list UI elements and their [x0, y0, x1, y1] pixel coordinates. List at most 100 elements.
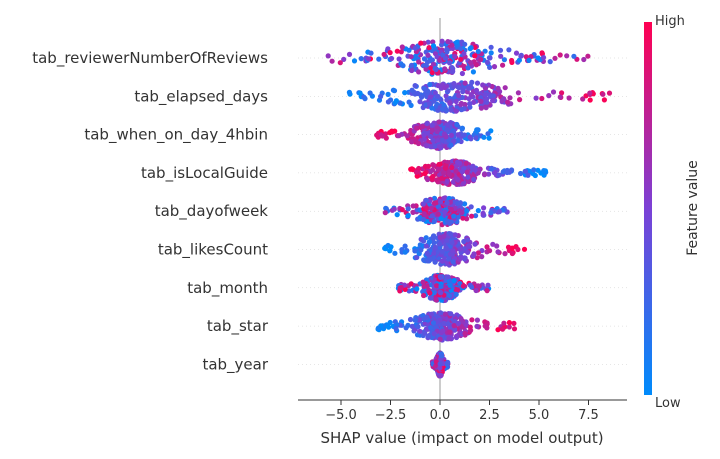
shap-point — [409, 62, 415, 68]
shap-point — [448, 132, 455, 138]
shap-point — [387, 130, 393, 136]
shap-point — [416, 59, 422, 65]
shap-point — [441, 320, 447, 326]
shap-point — [504, 99, 511, 105]
shap-point — [424, 205, 430, 211]
shap-point — [455, 320, 461, 326]
shap-point — [381, 51, 387, 58]
shap-point — [467, 46, 473, 52]
shap-point — [458, 100, 464, 107]
shap-point — [441, 102, 447, 108]
shap-point — [437, 336, 443, 342]
shap-point — [462, 41, 468, 47]
shap-point — [427, 94, 433, 100]
shap-point — [501, 57, 507, 63]
shap-points — [325, 38, 613, 379]
shap-point — [425, 88, 431, 94]
shap-point — [550, 89, 557, 95]
shap-point — [581, 56, 587, 63]
shap-point — [444, 178, 450, 184]
shap-point — [459, 70, 465, 77]
shap-point — [456, 85, 462, 91]
shap-point — [488, 50, 494, 56]
shap-point — [499, 98, 505, 104]
shap-point — [351, 58, 358, 64]
shap-point — [442, 84, 448, 91]
shap-point — [465, 249, 471, 255]
shap-point — [587, 90, 593, 96]
shap-point — [469, 317, 475, 323]
shap-point — [467, 101, 473, 107]
shap-point — [412, 317, 418, 323]
shap-point — [368, 50, 374, 56]
shap-point — [415, 324, 421, 330]
shap-point — [374, 132, 380, 138]
shap-point — [449, 164, 455, 171]
shap-point — [437, 241, 443, 247]
shap-point — [436, 143, 442, 149]
shap-point — [526, 57, 532, 64]
shap-point — [437, 199, 444, 205]
shap-point — [337, 60, 343, 66]
shap-point — [400, 63, 406, 69]
shap-point — [484, 244, 490, 250]
shap-point — [396, 133, 402, 139]
shap-point — [458, 56, 464, 62]
shap-point — [472, 167, 478, 173]
shap-point — [478, 98, 484, 104]
colorbar-high-label: High — [655, 14, 685, 29]
shap-point — [436, 119, 442, 125]
shap-point — [426, 45, 432, 51]
shap-point — [429, 70, 435, 76]
shap-point — [402, 286, 408, 292]
shap-point — [409, 323, 415, 329]
shap-point — [488, 44, 494, 50]
shap-point — [460, 89, 466, 95]
shap-point — [460, 181, 466, 187]
shap-point — [438, 283, 444, 289]
shap-point — [325, 53, 331, 59]
shap-point — [606, 90, 613, 96]
shap-point — [438, 372, 444, 379]
shap-point — [481, 134, 487, 140]
shap-point — [437, 365, 443, 371]
shap-point — [580, 96, 586, 102]
shap-point — [444, 200, 450, 206]
shap-point — [482, 323, 488, 329]
shap-point — [454, 287, 461, 293]
shap-point — [423, 143, 429, 149]
x-tick-label: 0.0 — [430, 408, 451, 423]
shap-point — [442, 311, 448, 317]
shap-point — [402, 243, 408, 249]
shap-point — [473, 213, 479, 219]
shap-point — [420, 279, 426, 285]
shap-point — [507, 95, 513, 101]
shap-point — [423, 243, 429, 249]
shap-point — [440, 328, 446, 334]
shap-point — [585, 53, 591, 59]
shap-point — [439, 106, 446, 112]
shap-point — [505, 244, 512, 250]
shap-point — [346, 51, 353, 58]
shap-point — [482, 92, 488, 98]
shap-point — [535, 55, 541, 61]
shap-point — [466, 85, 472, 91]
shap-point — [458, 107, 464, 113]
shap-point — [480, 210, 486, 216]
shap-point — [432, 259, 438, 265]
shap-point — [451, 213, 457, 219]
shap-point — [439, 248, 445, 255]
shap-point — [500, 326, 506, 332]
shap-point — [383, 205, 389, 211]
shap-point — [458, 46, 464, 52]
shap-point — [564, 53, 570, 59]
shap-point — [409, 67, 415, 74]
shap-point — [412, 83, 418, 89]
shap-point — [491, 170, 497, 176]
shap-point — [465, 65, 471, 71]
shap-point — [441, 233, 447, 239]
shap-point — [428, 205, 434, 211]
shap-point — [416, 69, 422, 75]
shap-point — [496, 209, 502, 215]
shap-point — [446, 336, 452, 342]
